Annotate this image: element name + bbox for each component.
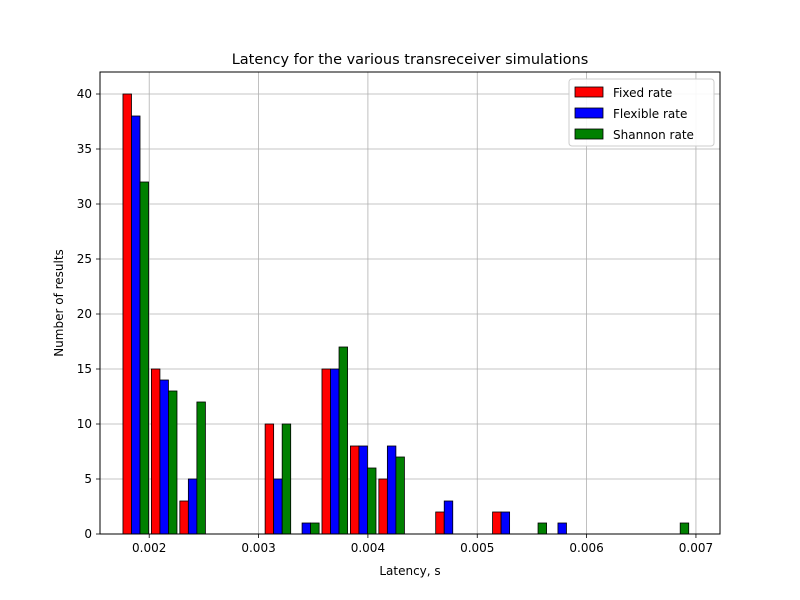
bar-flexible-rate-bin-13 xyxy=(500,511,511,535)
legend-box xyxy=(568,78,715,147)
y-tick-label-3: 15 xyxy=(77,362,92,376)
x-tick-label-2: 0.004 xyxy=(351,541,385,555)
bar-flexible-rate-bin-1 xyxy=(159,379,169,535)
legend-label-flexible-rate: Flexible rate xyxy=(613,107,687,121)
y-tick-label-4: 20 xyxy=(77,307,92,321)
bar-shannon-rate-bin-0 xyxy=(139,181,149,535)
bar-flexible-rate-bin-11 xyxy=(443,500,454,535)
bar-fixed-rate-bin-13 xyxy=(492,511,502,535)
bar-shannon-rate-bin-14 xyxy=(537,522,547,535)
bar-fixed-rate-bin-5 xyxy=(264,423,275,535)
bar-flexible-rate-bin-2 xyxy=(187,478,198,535)
bar-flexible-rate-bin-7 xyxy=(330,368,340,535)
bar-shannon-rate-bin-8 xyxy=(367,467,377,535)
bar-flexible-rate-bin-5 xyxy=(273,478,283,535)
bar-flexible-rate-bin-8 xyxy=(358,445,368,535)
x-tick-label-3: 0.005 xyxy=(460,541,494,555)
y-ticks: 0 5 10 15 20 25 30 35 40 xyxy=(77,87,100,541)
chart-title: Latency for the various transreceiver si… xyxy=(232,52,589,68)
plot-frame xyxy=(99,71,721,535)
legend-label-fixed-rate: Fixed rate xyxy=(613,86,672,100)
y-tick-label-1: 5 xyxy=(84,472,92,486)
y-tick-label-6: 30 xyxy=(77,197,92,211)
x-tick-label-1: 0.003 xyxy=(241,541,275,555)
bar-shannon-rate-bin-9 xyxy=(395,456,405,535)
bar-fixed-rate-bin-0 xyxy=(122,93,132,535)
bar-fixed-rate-bin-7 xyxy=(321,368,331,535)
x-ticks: 0.002 0.003 0.004 0.005 0.006 0.007 xyxy=(132,534,713,555)
bar-flexible-rate-bin-6 xyxy=(301,522,312,535)
x-tick-label-0: 0.002 xyxy=(132,541,166,555)
x-tick-label-5: 0.007 xyxy=(679,541,713,555)
y-tick-label-0: 0 xyxy=(84,527,92,541)
y-tick-label-7: 35 xyxy=(77,142,92,156)
legend-swatch-fixed-rate xyxy=(574,86,604,98)
bar-shannon-rate-bin-7 xyxy=(338,346,348,535)
bar-fixed-rate-bin-11 xyxy=(435,511,445,535)
bar-flexible-rate-bin-9 xyxy=(386,445,397,535)
bar-shannon-rate-bin-5 xyxy=(281,423,292,535)
bar-flexible-rate-bin-0 xyxy=(131,115,141,535)
legend-swatch-shannon-rate xyxy=(574,128,604,140)
y-tick-label-2: 10 xyxy=(77,417,92,431)
bar-fixed-rate-bin-2 xyxy=(179,500,189,535)
bar-shannon-rate-bin-2 xyxy=(196,401,206,535)
legend: Fixed rate Flexible rate Shannon rate xyxy=(568,78,715,147)
y-tick-label-8: 40 xyxy=(77,87,92,101)
bar-fixed-rate-bin-8 xyxy=(350,445,360,535)
y-tick-label-5: 25 xyxy=(77,252,92,266)
y-axis-title: Number of results xyxy=(52,249,66,357)
bar-flexible-rate-bin-15 xyxy=(557,522,567,535)
bar-fixed-rate-bin-9 xyxy=(378,478,388,535)
x-tick-label-4: 0.006 xyxy=(569,541,603,555)
bar-shannon-rate-bin-1 xyxy=(168,390,178,535)
bar-shannon-rate-bin-19 xyxy=(679,522,690,535)
legend-label-shannon-rate: Shannon rate xyxy=(613,128,694,142)
bar-shannon-rate-bin-6 xyxy=(310,522,320,535)
x-axis-title: Latency, s xyxy=(379,564,440,578)
bar-fixed-rate-bin-1 xyxy=(150,368,161,535)
legend-swatch-flexible-rate xyxy=(574,107,604,119)
